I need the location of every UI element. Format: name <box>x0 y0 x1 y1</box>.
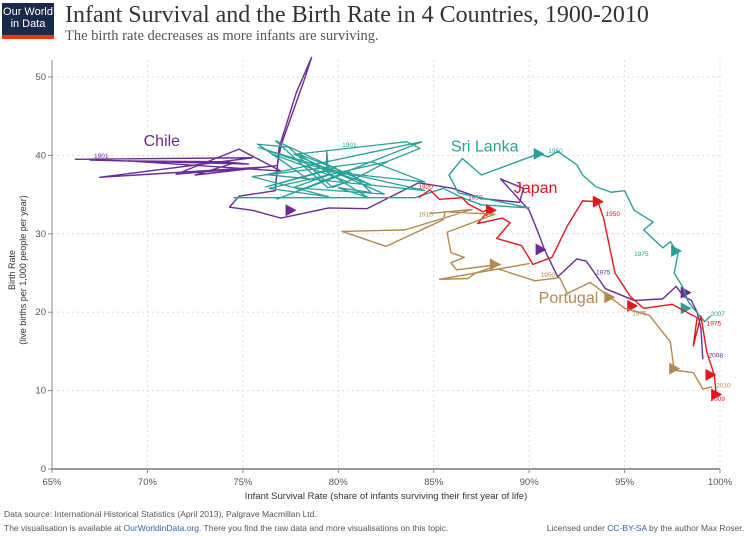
year-label: 1910 <box>418 212 433 219</box>
x-tick-label: 90% <box>520 477 540 488</box>
x-tick-label: 80% <box>329 477 349 488</box>
y-tick-label: 50 <box>35 72 46 83</box>
x-tick-label: 85% <box>424 477 444 488</box>
y-tick-label: 20 <box>35 307 46 318</box>
direction-arrow-marker <box>592 195 604 208</box>
owid-link[interactable]: OurWorldinData.org <box>123 523 199 533</box>
direction-arrow-marker <box>627 299 639 312</box>
year-label: 1975 <box>707 321 722 328</box>
direction-arrow-marker <box>705 368 717 381</box>
year-label: 1950 <box>548 148 563 155</box>
availability-note: The visualisation is available at OurWor… <box>4 523 448 533</box>
x-tick-label: 70% <box>138 477 158 488</box>
y-axis-label: Birth Rate <box>7 250 17 290</box>
x-tick-label: 65% <box>42 477 62 488</box>
series-line-early <box>251 140 426 200</box>
series-line <box>74 56 704 360</box>
direction-arrow-marker <box>285 204 297 217</box>
direction-arrow-marker <box>533 147 545 160</box>
year-label: 2007 <box>710 311 725 318</box>
y-tick-label: 40 <box>35 150 46 161</box>
series-japan: 1920 1950 1975 2009 Japan <box>418 180 725 403</box>
year-label: 1920 <box>418 184 433 191</box>
logo-line1: Our World <box>3 6 53 18</box>
series-portugal: 1910 1950 1975 2010 Portugal <box>341 208 731 390</box>
data-source-note: Data source: International Historical St… <box>4 509 317 519</box>
series-name-label: Chile <box>144 133 181 150</box>
series-name-label: Sri Lanka <box>451 138 519 155</box>
year-label: 1950 <box>468 194 483 201</box>
x-tick-label: 75% <box>233 477 253 488</box>
series-line <box>233 150 711 323</box>
year-label: 1975 <box>632 310 647 317</box>
year-label: 2009 <box>710 396 725 403</box>
x-axis-label: Infant Survival Rate (share of infants s… <box>245 491 527 502</box>
license-prefix: Licensed under <box>546 523 608 533</box>
y-axis-label-units: (live births per 1,000 people per year) <box>18 195 28 345</box>
chart-subtitle: The birth rate decreases as more infants… <box>65 28 379 44</box>
series-name-label: Japan <box>514 180 558 197</box>
year-label: 2008 <box>709 353 724 360</box>
direction-arrow-marker <box>535 243 547 256</box>
license-suffix: by the author Max Roser. <box>646 523 744 533</box>
direction-arrow-marker <box>669 362 681 375</box>
year-label: 1975 <box>634 251 649 258</box>
license-note: Licensed under CC-BY-SA by the author Ma… <box>547 523 744 533</box>
logo-line2: in Data <box>10 18 46 30</box>
year-label: 1901 <box>94 153 109 160</box>
year-label: 2010 <box>716 382 731 389</box>
year-label: 1975 <box>596 270 611 277</box>
chart-title: Infant Survival and the Birth Rate in 4 … <box>65 2 649 28</box>
direction-arrow-marker <box>604 291 616 304</box>
direction-arrow-marker <box>489 258 501 271</box>
year-label: 1901 <box>342 142 357 149</box>
logo-accent-bar <box>2 35 54 39</box>
direction-arrow-marker <box>711 388 723 401</box>
year-label: 1950 <box>605 211 620 218</box>
direction-arrow-marker <box>680 302 692 315</box>
x-tick-label: 100% <box>708 477 733 488</box>
series-sri-lanka: 1901 1950 1975 2007 Sri Lanka <box>233 138 725 323</box>
direction-arrow-marker <box>671 245 683 258</box>
y-tick-label: 30 <box>35 229 46 240</box>
series-line <box>418 189 717 395</box>
availability-suffix: . There you find the raw data and more v… <box>198 523 449 533</box>
x-tick-label: 95% <box>615 477 635 488</box>
availability-prefix: The visualisation is available at <box>4 523 124 533</box>
owid-logo[interactable]: Our World in Data <box>2 3 54 39</box>
series-name-label: Portugal <box>539 290 599 307</box>
license-link[interactable]: CC-BY-SA <box>607 523 647 533</box>
y-tick-label: 10 <box>35 386 46 397</box>
series-chile: 1901 1950 1975 2008 Chile <box>74 56 724 360</box>
series-line <box>341 208 713 390</box>
y-tick-label: 0 <box>41 464 46 475</box>
year-label: 1950 <box>541 272 556 279</box>
